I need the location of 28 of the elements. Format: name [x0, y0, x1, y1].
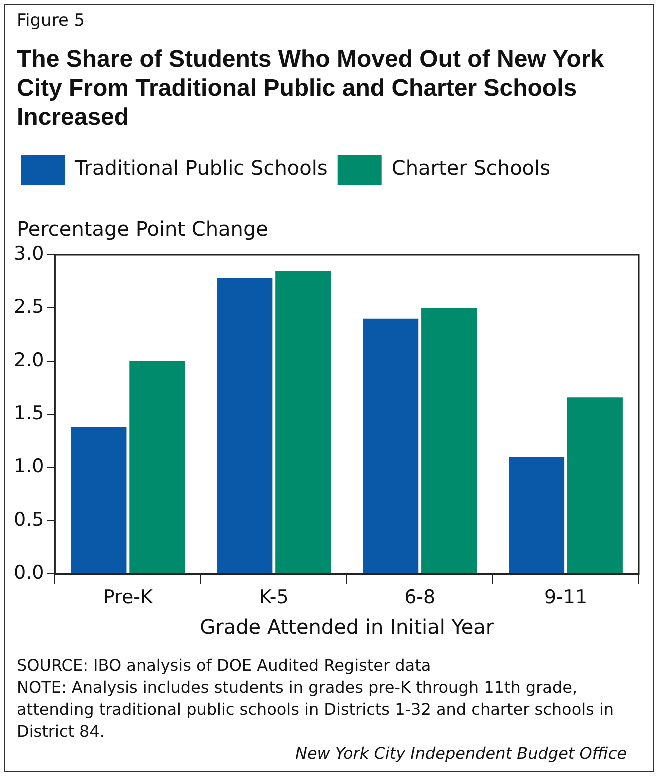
bar [71, 427, 127, 574]
bar [217, 278, 273, 574]
y-tick-label: 2.0 [14, 349, 44, 372]
y-tick-label: 0.0 [14, 562, 44, 584]
bar [363, 318, 419, 574]
caption: Figure 5 [17, 11, 86, 31]
y-tick-label: 2.5 [14, 296, 44, 318]
text: New York City Independent Budget Office [294, 743, 627, 765]
x-tick-label: 9-11 [544, 586, 588, 609]
x-tick-label: 6-8 [404, 586, 436, 609]
bar [130, 361, 186, 574]
x-tick-label: Pre-K [103, 586, 154, 609]
y-tick-label: 1.5 [14, 402, 44, 425]
y-tick-label: 3.0 [14, 242, 44, 265]
y-axis-title: Percentage Point Change [17, 217, 268, 241]
legend-label: Charter Schools [392, 156, 551, 180]
chart-title: The Share of Students Who Moved Out of New York City From Traditional Public and Charter Schools Increased [17, 45, 606, 132]
y-tick-label: 1.0 [14, 456, 44, 478]
text: NOTE: Analysis includes students in grades pre-K through 11th grade, attending traditional public schools in Districts 1-32 and charter schools in District 84. [17, 677, 616, 743]
bar [422, 308, 477, 574]
source-note: SOURCE: IBO analysis of DOE Audited Register data [17, 655, 432, 677]
x-axis-title: Grade Attended in Initial Year [200, 615, 495, 640]
y-tick-label: 0.5 [14, 508, 44, 531]
legend-label: Traditional Public Schools [74, 156, 328, 180]
x-tick-label: K-5 [259, 586, 289, 609]
bar [567, 398, 623, 574]
bar [509, 457, 565, 574]
bar [276, 270, 332, 574]
